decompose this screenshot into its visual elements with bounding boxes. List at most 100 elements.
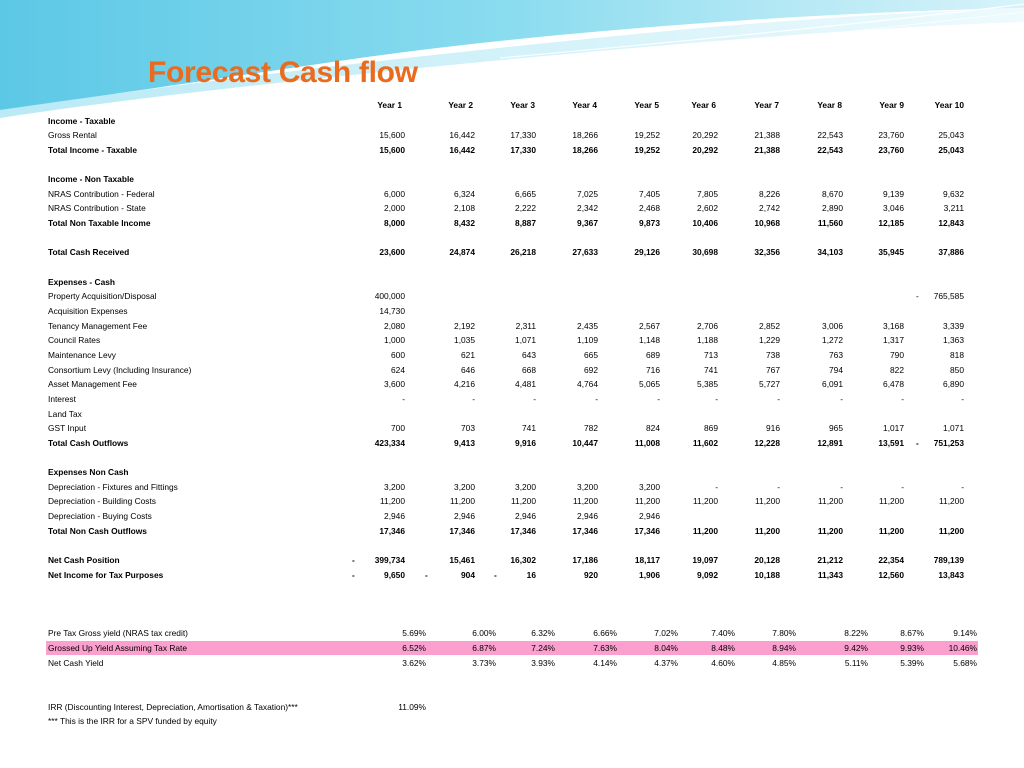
table-cell: 8,000 xyxy=(384,218,405,229)
table-cell: 32,356 xyxy=(754,247,780,258)
year-header-row: Year 1 Year 2 Year 3 Year 4 Year 5 Year 6 Year… xyxy=(46,98,978,113)
table-cell: 17,346 xyxy=(510,525,536,536)
table-cell: 8.22% xyxy=(844,628,868,639)
table-row: Net Cash Position 399,734 - 15,461 16,302 17,… xyxy=(46,553,978,568)
table-cell: - xyxy=(777,481,780,492)
table-cell: 3.73% xyxy=(472,657,496,668)
table-cell: 7.63% xyxy=(593,642,617,653)
table-cell: 400,000 xyxy=(374,291,405,302)
table-row: Income - Taxable xyxy=(46,114,978,129)
row-label: Maintenance Levy xyxy=(48,349,116,360)
table-cell: 1,906 xyxy=(639,569,660,580)
header-swoosh-decoration xyxy=(0,0,1024,118)
row-label: Net Cash Yield xyxy=(48,657,104,668)
table-cell: - xyxy=(402,393,405,404)
table-cell: 19,252 xyxy=(634,130,660,141)
table-cell: 3,200 xyxy=(384,481,405,492)
year-header-cell: Year 4 xyxy=(572,100,597,110)
table-cell: 16,442 xyxy=(449,130,475,141)
table-cell: 6.32% xyxy=(531,628,555,639)
table-cell: 765,585 xyxy=(933,291,964,302)
table-cell: 8,226 xyxy=(759,188,780,199)
table-row: Acquisition Expenses 14,730 xyxy=(46,304,978,319)
page-title: Forecast Cash flow xyxy=(148,56,418,89)
table-cell: 11,602 xyxy=(692,437,718,448)
table-cell: 1,188 xyxy=(697,335,718,346)
table-cell: 713 xyxy=(704,349,718,360)
table-cell: 6,665 xyxy=(515,188,536,199)
row-label: Council Rates xyxy=(48,335,101,346)
table-cell: 23,600 xyxy=(379,247,405,258)
table-cell: - xyxy=(961,393,964,404)
table-cell: 763 xyxy=(829,349,843,360)
table-cell: 1,017 xyxy=(883,423,904,434)
table-cell: 4.60% xyxy=(711,657,735,668)
row-label: Land Tax xyxy=(48,408,82,419)
table-cell: - xyxy=(715,481,718,492)
table-row: Gross Rental 15,600 16,442 17,330 18,266 19,2… xyxy=(46,128,978,143)
table-cell: 738 xyxy=(766,349,780,360)
row-label: Expenses Non Cash xyxy=(48,467,129,478)
table-cell: 2,890 xyxy=(822,203,843,214)
table-cell: 2,080 xyxy=(384,320,405,331)
table-cell: 7.24% xyxy=(531,642,555,653)
table-cell: 2,435 xyxy=(577,320,598,331)
row-label: Total Non Cash Outflows xyxy=(48,525,147,536)
table-cell: 5.11% xyxy=(844,657,868,668)
row-label: Pre Tax Gross yield (NRAS tax credit) xyxy=(48,628,188,639)
table-cell: 11,560 xyxy=(817,218,843,229)
row-label: Total Cash Received xyxy=(48,247,130,258)
row-label: Net Income for Tax Purposes xyxy=(48,569,164,580)
row-label: Depreciation - Building Costs xyxy=(48,496,156,507)
table-cell: 767 xyxy=(766,364,780,375)
negative-sign: - xyxy=(425,569,428,580)
table-cell: - xyxy=(840,393,843,404)
table-cell: 2,000 xyxy=(384,203,405,214)
table-cell: 17,330 xyxy=(510,144,536,155)
table-cell: - xyxy=(777,393,780,404)
table-cell: 4.37% xyxy=(654,657,678,668)
table-cell: 3,600 xyxy=(384,379,405,390)
table-row: Asset Management Fee 3,600 4,216 4,481 4,764… xyxy=(46,377,978,392)
table-cell: 1,317 xyxy=(883,335,904,346)
table-cell: 6,000 xyxy=(384,188,405,199)
table-cell: 22,543 xyxy=(817,144,843,155)
table-row: Tenancy Management Fee 2,080 2,192 2,311 2,4… xyxy=(46,319,978,334)
table-cell: 8,670 xyxy=(822,188,843,199)
table-cell: 2,468 xyxy=(639,203,660,214)
table-cell: 665 xyxy=(584,349,598,360)
table-row: Total Cash Received 23,600 24,874 26,218 27,… xyxy=(46,245,978,260)
table-cell: 600 xyxy=(391,349,405,360)
year-header-cell: Year 2 xyxy=(448,100,473,110)
table-cell: 8.04% xyxy=(654,642,678,653)
table-row: Depreciation - Building Costs 11,200 11,20… xyxy=(46,494,978,509)
table-cell: 1,000 xyxy=(384,335,405,346)
table-cell: 29,126 xyxy=(634,247,660,258)
table-cell: 5.68% xyxy=(953,657,977,668)
table-cell: 10,447 xyxy=(572,437,598,448)
table-cell: 789,139 xyxy=(933,555,964,565)
row-label: Depreciation - Fixtures and Fittings xyxy=(48,481,178,492)
table-cell: 751,253 xyxy=(933,437,964,448)
table-cell: 6.00% xyxy=(472,628,496,639)
table-cell: 5.69% xyxy=(402,628,426,639)
table-cell: 3,006 xyxy=(822,320,843,331)
table-cell: 22,354 xyxy=(878,555,904,565)
table-cell: 8.48% xyxy=(711,642,735,653)
table-row xyxy=(46,685,978,700)
table-cell: 4,481 xyxy=(515,379,536,390)
table-cell: 3,168 xyxy=(883,320,904,331)
table-cell: 14,730 xyxy=(379,305,405,316)
table-row: Maintenance Levy 600 621 643 665 689 713 738 763… xyxy=(46,348,978,363)
table-cell: 11,200 xyxy=(692,525,718,536)
year-header-cell: Year 1 xyxy=(377,100,402,110)
table-cell: 9.42% xyxy=(844,642,868,653)
table-cell: 2,567 xyxy=(639,320,660,331)
table-cell: 5,727 xyxy=(759,379,780,390)
table-cell: 6.87% xyxy=(472,642,496,653)
table-cell: 18,266 xyxy=(572,144,598,155)
table-cell: 7.02% xyxy=(654,628,678,639)
table-cell: 21,212 xyxy=(817,555,843,565)
table-cell: 17,346 xyxy=(634,525,660,536)
table-row: Net Cash Yield 3.62% 3.73% 3.93% 4.14% 4.37% 4… xyxy=(46,656,978,671)
